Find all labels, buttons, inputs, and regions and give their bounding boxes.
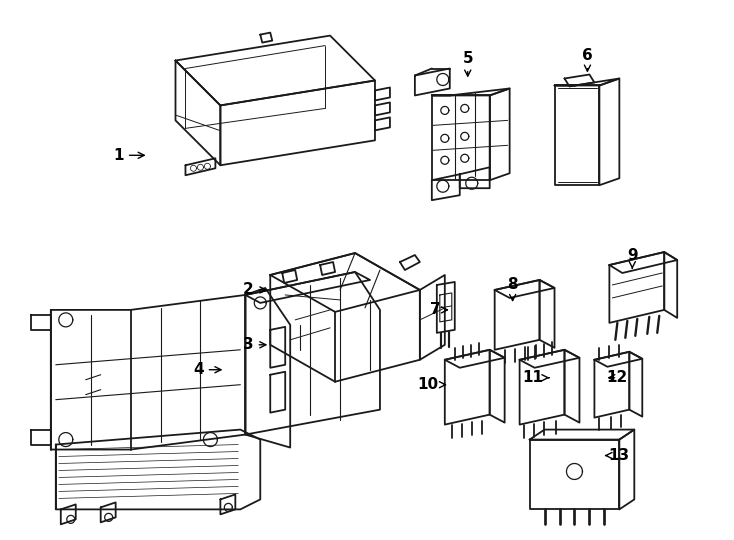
Text: 8: 8 bbox=[507, 278, 518, 301]
Text: 1: 1 bbox=[113, 148, 145, 163]
Text: 10: 10 bbox=[418, 377, 446, 392]
Text: 6: 6 bbox=[582, 48, 593, 71]
Text: 12: 12 bbox=[607, 370, 628, 385]
Text: 13: 13 bbox=[606, 448, 630, 463]
Text: 7: 7 bbox=[429, 302, 448, 318]
Text: 5: 5 bbox=[462, 51, 473, 76]
Text: 11: 11 bbox=[522, 370, 549, 385]
Text: 4: 4 bbox=[193, 362, 221, 377]
Text: 9: 9 bbox=[627, 247, 638, 268]
Text: 3: 3 bbox=[243, 338, 266, 352]
Text: 2: 2 bbox=[243, 282, 266, 298]
